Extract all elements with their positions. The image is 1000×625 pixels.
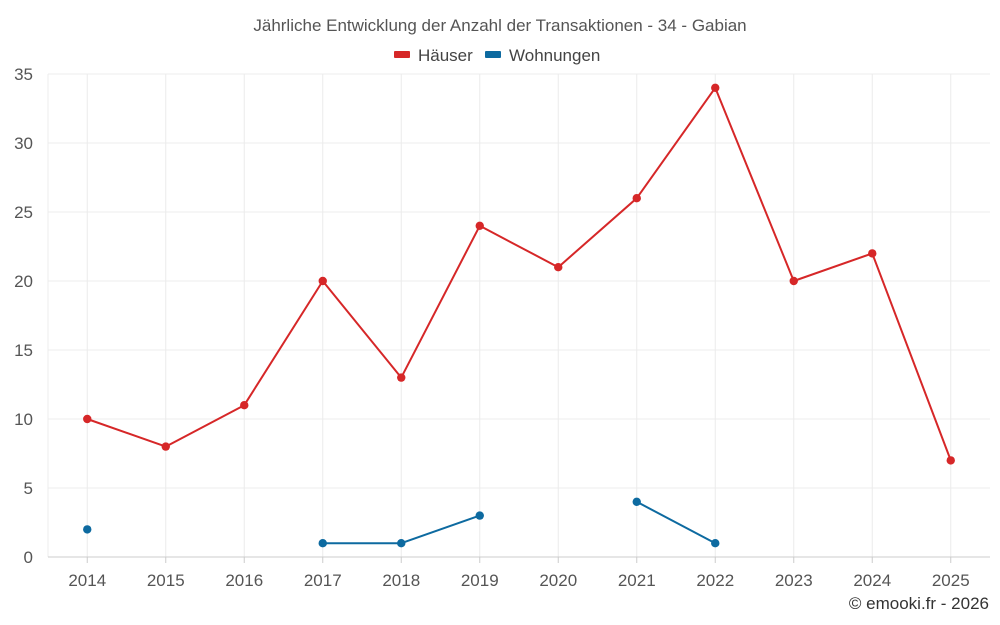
x-tick-label: 2023 — [775, 571, 813, 590]
data-point-wohnungen-2021[interactable] — [632, 497, 641, 506]
y-tick-label: 20 — [14, 272, 33, 291]
data-point-haeuser-2020[interactable] — [554, 263, 563, 272]
legend-swatch-wohnungen — [485, 51, 501, 58]
x-tick-label: 2022 — [696, 571, 734, 590]
data-point-haeuser-2017[interactable] — [318, 276, 327, 286]
series-line-segment — [478, 224, 560, 269]
series-wohnungen — [83, 497, 720, 548]
x-tick-label: 2016 — [225, 571, 263, 590]
data-point-haeuser-2015[interactable] — [161, 442, 170, 451]
legend-item-wohnungen[interactable]: Wohnungen — [485, 46, 600, 65]
data-point-haeuser-2019[interactable] — [475, 221, 484, 230]
x-tick-label: 2015 — [147, 571, 185, 590]
legend-label-haeuser: Häuser — [418, 46, 473, 65]
series-line-segment — [400, 224, 481, 379]
x-tick-label: 2020 — [539, 571, 577, 590]
data-point-haeuser-2014[interactable] — [83, 414, 92, 424]
series-line-segment — [714, 86, 795, 282]
legend-swatch-haeuser — [394, 51, 410, 58]
data-point-haeuser-2024[interactable] — [868, 249, 877, 258]
data-point-wohnungen-2022[interactable] — [711, 539, 720, 548]
data-point-haeuser-2016[interactable] — [240, 401, 249, 410]
legend-label-wohnungen: Wohnungen — [509, 46, 600, 65]
series-line-segment — [557, 197, 638, 269]
chart-title: Jährliche Entwicklung der Anzahl der Tra… — [253, 16, 746, 35]
y-tick-label: 5 — [24, 479, 33, 498]
legend-item-haeuser[interactable]: Häuser — [394, 46, 473, 65]
data-point-wohnungen-2017[interactable] — [318, 539, 327, 548]
x-tick-label: 2018 — [382, 571, 420, 590]
series-line-segment — [792, 252, 874, 282]
x-tick-label: 2019 — [461, 571, 499, 590]
series-line-segment — [243, 280, 324, 407]
data-point-haeuser-2021[interactable] — [632, 194, 641, 203]
y-tick-label: 15 — [14, 341, 33, 360]
x-tick-label: 2025 — [932, 571, 970, 590]
data-point-wohnungen-2018[interactable] — [397, 539, 406, 548]
y-tick-label: 10 — [14, 410, 33, 429]
data-point-haeuser-2018[interactable] — [397, 373, 406, 382]
series-line-segment — [321, 280, 403, 379]
x-tick-label: 2017 — [304, 571, 342, 590]
x-tick-label: 2021 — [618, 571, 656, 590]
series-line-segment — [400, 514, 481, 545]
y-tick-label: 25 — [14, 203, 33, 222]
series-line-segment — [164, 404, 246, 448]
x-axis: 2014 2015 2016 2017 2018 2019 2020 2021 2022 2023… — [47, 74, 990, 590]
series-line-segment — [86, 418, 167, 448]
data-point-haeuser-2023[interactable] — [789, 276, 798, 286]
y-axis: 0 5 10 15 20 25 30 35 — [14, 65, 33, 567]
data-point-wohnungen-2014[interactable] — [83, 525, 92, 534]
y-tick-label: 0 — [24, 548, 33, 567]
data-point-haeuser-2025[interactable] — [946, 456, 955, 465]
x-tick-label: 2024 — [853, 571, 891, 590]
series-line-segment — [871, 252, 952, 462]
series-haeuser — [83, 83, 955, 465]
legend: Häuser Wohnungen — [394, 46, 600, 65]
y-tick-label: 35 — [14, 65, 33, 84]
series-line-segment — [635, 500, 717, 545]
x-tick-label: 2014 — [68, 571, 106, 590]
data-point-wohnungen-2019[interactable] — [475, 511, 484, 520]
y-tick-label: 30 — [14, 134, 33, 153]
copyright-text: © emooki.fr - 2026 — [849, 594, 989, 613]
series-line-segment — [635, 86, 717, 200]
grid — [48, 73, 990, 557]
series — [83, 83, 955, 548]
data-point-haeuser-2022[interactable] — [711, 83, 720, 93]
